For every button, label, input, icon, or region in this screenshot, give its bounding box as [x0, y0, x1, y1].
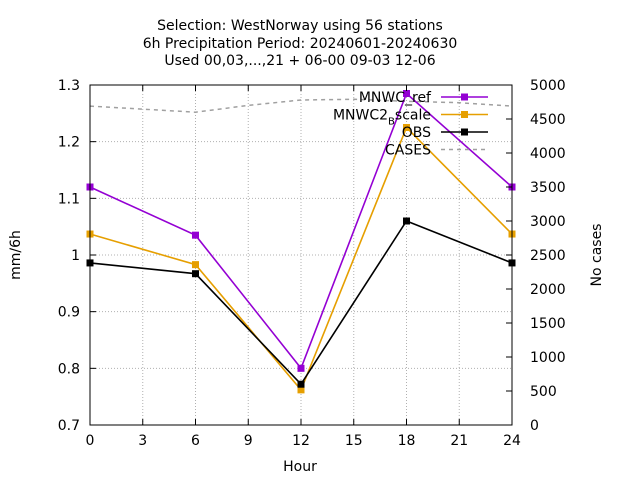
legend-item: OBS	[402, 125, 488, 141]
data-point	[192, 231, 199, 239]
series-line	[89, 220, 513, 386]
legend-item: MNWC_ref	[359, 90, 488, 106]
legend-item: MNWC2Bscale	[333, 108, 488, 128]
y2-tick-label: 4000	[530, 146, 566, 162]
title-line-3: Used 00,03,...,21 + 06-00 09-03 12-06	[164, 53, 435, 69]
legend-label: CASES	[385, 143, 431, 159]
x-axis-label: Hour	[283, 459, 317, 475]
x-tick-label: 21	[450, 433, 468, 449]
x-tick-label: 24	[503, 433, 521, 449]
y-tick-label: 0.9	[58, 305, 80, 321]
x-tick-label: 12	[292, 433, 310, 449]
legend-item: CASES	[385, 143, 488, 159]
data-point	[192, 270, 199, 278]
series-obs	[86, 217, 516, 388]
data-point	[192, 261, 199, 269]
y2-tick-label: 5000	[530, 78, 566, 94]
y-axis-label: mm/6h	[8, 230, 24, 280]
grid-lines	[90, 85, 512, 425]
data-point	[403, 217, 410, 225]
y-tick-label: 1.1	[58, 191, 80, 207]
y-tick-label: 1.2	[58, 135, 80, 151]
data-point	[403, 90, 410, 97]
legend-swatch-marker	[461, 128, 468, 136]
legend-label: OBS	[402, 125, 431, 141]
y2-tick-label: 2500	[530, 248, 566, 264]
x-tick-label: 3	[138, 433, 147, 449]
y2-tick-label: 1500	[530, 316, 566, 332]
y2-tick-label: 1000	[530, 350, 566, 366]
title-line-1: Selection: WestNorway using 56 stations	[157, 18, 443, 34]
chart-title: Selection: WestNorway using 56 stations …	[143, 18, 458, 69]
legend-swatch-marker	[461, 93, 468, 101]
title-line-2: 6h Precipitation Period: 20240601-202406…	[143, 36, 458, 52]
data-point	[403, 124, 410, 131]
series-line	[89, 98, 513, 113]
y2-tick-label: 3000	[530, 214, 566, 230]
x-tick-label: 18	[398, 433, 416, 449]
legend-swatch-marker	[461, 111, 468, 118]
data-point	[297, 364, 305, 372]
x-tick-label: 0	[86, 433, 95, 449]
y2-tick-label: 4500	[530, 112, 566, 128]
data-point	[297, 386, 305, 394]
legend-label: MNWC2Bscale	[333, 108, 431, 128]
series-line	[89, 92, 513, 370]
y-tick-label: 0.7	[58, 418, 80, 434]
axis-ticks: 0 3 6 9 12 15 18 21 24 0.7 0.8 0.9 1 1.1 1.2 1.3 0 500 100…	[58, 78, 566, 449]
y2-axis-label: No cases	[589, 224, 605, 287]
x-tick-label: 6	[191, 433, 200, 449]
x-tick-label: 9	[244, 433, 253, 449]
y-tick-label: 0.8	[58, 361, 80, 377]
y-tick-label: 1	[71, 248, 80, 264]
legend-label: MNWC_ref	[359, 90, 432, 106]
y2-tick-label: 0	[530, 418, 539, 434]
y-tick-label: 1.3	[58, 78, 80, 94]
series-cases	[89, 98, 513, 113]
data-point	[297, 380, 305, 388]
y2-tick-label: 2000	[530, 282, 566, 298]
x-tick-label: 15	[345, 433, 363, 449]
y2-tick-label: 3500	[530, 180, 566, 196]
y2-tick-label: 500	[530, 384, 557, 400]
